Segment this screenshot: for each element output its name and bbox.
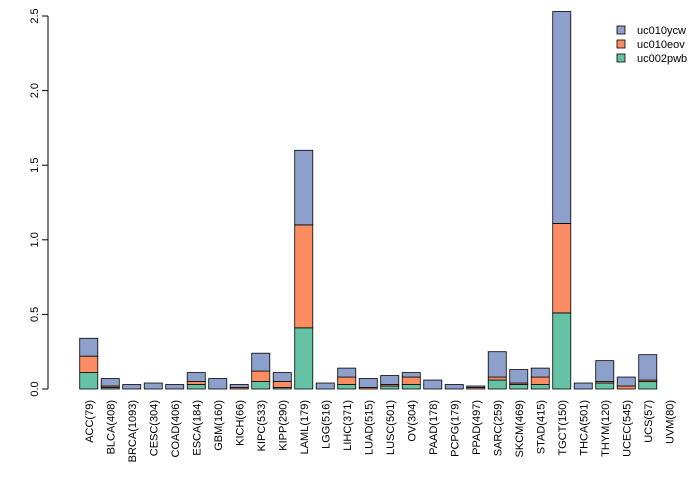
bar-segment-uc002pwb xyxy=(487,379,507,390)
bar-segment-uc010ycw xyxy=(530,367,550,378)
x-tick-label: GBM(160) xyxy=(213,400,225,451)
bar-segment-uc010ycw xyxy=(337,367,357,378)
legend-label: uc010ycw xyxy=(637,25,686,37)
bar-segment-uc010eov xyxy=(251,370,271,382)
bar-segment-uc010eov xyxy=(530,376,550,385)
y-tick-label: 0.0 xyxy=(29,381,41,396)
bar-segment-uc010ycw xyxy=(122,384,142,390)
bar-segment-uc010ycw xyxy=(315,382,335,390)
x-tick-label: UVM(80) xyxy=(664,400,676,444)
bar-segment-uc010ycw xyxy=(143,382,163,390)
x-tick-label: KIPP(290) xyxy=(277,400,289,451)
bars xyxy=(79,11,658,390)
bar-segment-uc010ycw xyxy=(380,375,400,385)
legend: uc010ycw uc010eov uc002pwb xyxy=(616,25,687,65)
bar-segment-uc010eov xyxy=(337,376,357,385)
bar-segment-uc010eov xyxy=(186,381,206,385)
x-tick-label: COAD(406) xyxy=(170,400,182,457)
bar-segment-uc010ycw xyxy=(272,372,292,382)
bar-segment-uc010ycw xyxy=(595,360,615,382)
bar-segment-uc010eov xyxy=(401,376,421,385)
x-tick-label: LUAD(515) xyxy=(363,400,375,455)
x-tick-label: THCA(501) xyxy=(578,400,590,456)
x-tick-label: BRCA(1093) xyxy=(127,400,139,462)
bar-segment-uc002pwb xyxy=(552,312,572,390)
bar-segment-uc010ycw xyxy=(358,378,378,388)
bar-segment-uc010eov xyxy=(294,224,314,329)
y-axis: 0.0 0.5 1.0 1.5 2.0 2.5 xyxy=(29,8,49,397)
y-tick-label: 1.5 xyxy=(29,158,41,173)
y-tick-label: 0.5 xyxy=(29,307,41,322)
x-tick-label: KIPC(533) xyxy=(256,400,268,451)
bar-segment-uc002pwb xyxy=(401,384,421,390)
bar-segment-uc002pwb xyxy=(251,381,271,390)
bar-segment-uc010ycw xyxy=(466,385,486,388)
bar-segment-uc002pwb xyxy=(294,327,314,390)
y-tick-label: 2.5 xyxy=(29,8,41,23)
bar-segment-uc010ycw xyxy=(100,378,120,387)
x-tick-label: LIHC(371) xyxy=(342,400,354,451)
bar-segment-uc010ycw xyxy=(573,382,593,390)
x-tick-label: UCS(57) xyxy=(643,400,655,443)
legend-swatch xyxy=(616,53,626,63)
bar-segment-uc010ycw xyxy=(229,384,249,388)
x-tick-label: THYM(120) xyxy=(600,400,612,457)
legend-label: uc002pwb xyxy=(637,53,687,65)
bar-segment-uc002pwb xyxy=(509,384,529,390)
x-tick-label: OV(304) xyxy=(406,400,418,442)
bar-segment-uc010eov xyxy=(487,376,507,381)
x-tick-label: LAML(179) xyxy=(299,400,311,454)
x-tick-label: CESC(304) xyxy=(148,400,160,456)
x-tick-label: TGCT(150) xyxy=(557,400,569,456)
x-tick-label: BLCA(408) xyxy=(105,400,117,454)
bar-segment-uc010eov xyxy=(79,355,99,373)
y-tick-label: 1.0 xyxy=(29,232,41,247)
bar-segment-uc010ycw xyxy=(487,351,507,378)
bar-segment-uc002pwb xyxy=(530,384,550,390)
bar-segment-uc010ycw xyxy=(616,376,636,387)
bar-segment-uc002pwb xyxy=(337,384,357,390)
x-tick-label: LUSC(501) xyxy=(385,400,397,455)
bar-segment-uc002pwb xyxy=(638,381,658,390)
bar-segment-uc010ycw xyxy=(165,384,185,390)
bar-segment-uc002pwb xyxy=(595,382,615,390)
bar-segment-uc010ycw xyxy=(509,369,529,384)
x-tick-label: UCEC(545) xyxy=(621,400,633,457)
x-tick-label: PAAD(178) xyxy=(428,400,440,455)
x-axis: ACC(79) BLCA(408) BRCA(1093) CESC(304) COAD(… xyxy=(84,400,677,462)
bar-segment-uc010ycw xyxy=(208,378,228,390)
legend-swatch xyxy=(616,39,626,49)
bar-segment-uc010eov xyxy=(272,381,292,388)
bar-segment-uc010ycw xyxy=(444,384,464,390)
bar-segment-uc010ycw xyxy=(251,352,271,372)
bar-segment-uc010ycw xyxy=(79,337,99,357)
bar-segment-uc010ycw xyxy=(423,379,443,390)
x-tick-label: KICH(66) xyxy=(234,400,246,446)
bar-segment-uc010ycw xyxy=(638,354,658,381)
bar-segment-uc010eov xyxy=(616,385,636,390)
x-tick-label: ACC(79) xyxy=(84,400,96,443)
bar-segment-uc002pwb xyxy=(79,372,99,390)
x-tick-label: STAD(415) xyxy=(535,400,547,454)
bar-segment-uc010ycw xyxy=(401,372,421,378)
x-tick-label: PPAD(497) xyxy=(471,400,483,455)
bar-segment-uc010ycw xyxy=(186,372,206,382)
x-tick-label: SARC(259) xyxy=(492,400,504,456)
x-tick-label: PCPG(179) xyxy=(449,400,461,457)
x-tick-label: ESCA(184) xyxy=(191,400,203,456)
legend-label: uc010eov xyxy=(637,39,685,51)
bar-segment-uc002pwb xyxy=(380,385,400,390)
bar-segment-uc002pwb xyxy=(186,384,206,390)
bar-segment-uc010ycw xyxy=(552,11,572,224)
x-tick-label: SKCM(469) xyxy=(514,400,526,457)
bar-segment-uc010ycw xyxy=(294,149,314,226)
y-tick-label: 2.0 xyxy=(29,83,41,98)
x-tick-label: LGG(516) xyxy=(320,400,332,449)
bar-segment-uc010eov xyxy=(552,222,572,314)
legend-swatch xyxy=(616,25,626,35)
